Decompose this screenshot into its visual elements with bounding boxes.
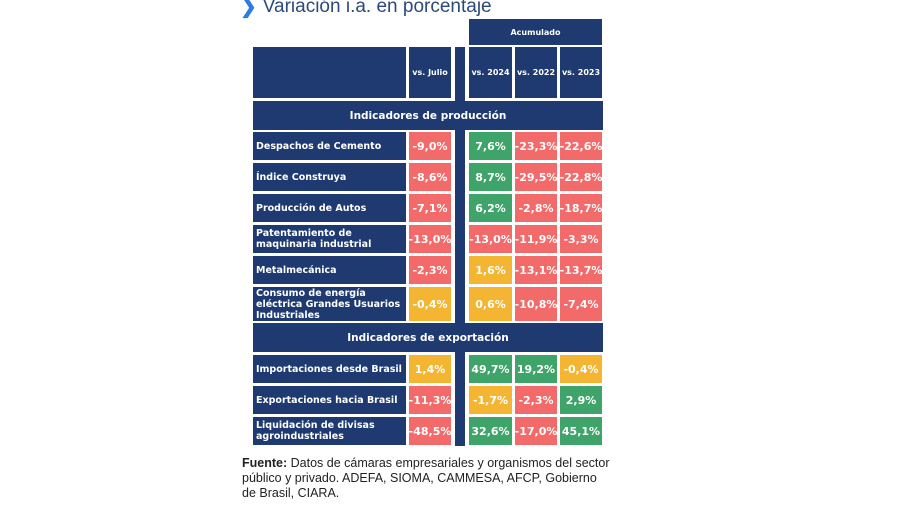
value-cell: 45,1% (560, 417, 602, 445)
value-cell: -13,0% (469, 225, 512, 253)
row-label: Despachos de Cemento (253, 132, 406, 160)
value-cell: -29,5% (515, 163, 557, 191)
source-label: Fuente: (242, 456, 288, 470)
value-cell: -1,7% (469, 386, 512, 414)
value-cell: -13,7% (560, 256, 602, 284)
row-label: Patentamiento de maquinaria industrial (253, 225, 406, 253)
value-cell: 8,7% (469, 163, 512, 191)
page-title: ❯ Variación i.a. en porcentaje (240, 0, 492, 19)
value-cell: -17,0% (515, 417, 557, 445)
header-col-1: vs. 2024 (469, 47, 512, 98)
value-cell: -2,8% (515, 194, 557, 222)
value-cell: -11,3% (409, 386, 451, 414)
value-cell: -13,1% (515, 256, 557, 284)
section-title: Indicadores de producción (253, 101, 603, 130)
value-cell: 1,4% (409, 355, 451, 383)
value-cell: -0,4% (560, 355, 602, 383)
title-text: Variación i.a. en porcentaje (262, 0, 492, 17)
row-label: Índice Construya (253, 163, 406, 191)
row-label: Liquidación de divisas agroindustriales (253, 417, 406, 445)
value-cell: -7,1% (409, 194, 451, 222)
value-cell: -23,3% (515, 132, 557, 160)
column-divider (455, 47, 465, 446)
value-cell: 32,6% (469, 417, 512, 445)
value-cell: -22,6% (560, 132, 602, 160)
value-cell: 49,7% (469, 355, 512, 383)
value-cell: -9,0% (409, 132, 451, 160)
chevron-right-icon: ❯ (240, 0, 257, 18)
row-label: Consumo de energía eléctrica Grandes Usu… (253, 287, 406, 321)
value-cell: 7,6% (469, 132, 512, 160)
row-label: Exportaciones hacia Brasil (253, 386, 406, 414)
header-col-2: vs. 2022 (515, 47, 557, 98)
header-col-0: vs. Julio (409, 47, 451, 98)
header-acumulado: Acumulado (469, 19, 602, 45)
value-cell: -7,4% (560, 287, 602, 321)
section-title: Indicadores de exportación (253, 323, 603, 352)
value-cell: 2,9% (560, 386, 602, 414)
value-cell: -2,3% (409, 256, 451, 284)
value-cell: 19,2% (515, 355, 557, 383)
value-cell: 0,6% (469, 287, 512, 321)
value-cell: -8,6% (409, 163, 451, 191)
row-label: Importaciones desde Brasil (253, 355, 406, 383)
source-text: Datos de cámaras empresariales y organis… (242, 456, 610, 500)
value-cell: 1,6% (469, 256, 512, 284)
value-cell: -18,7% (560, 194, 602, 222)
value-cell: -10,8% (515, 287, 557, 321)
value-cell: -13,0% (409, 225, 451, 253)
value-cell: -48,5% (409, 417, 451, 445)
row-label: Metalmecánica (253, 256, 406, 284)
header-col-3: vs. 2023 (560, 47, 602, 98)
value-cell: -11,9% (515, 225, 557, 253)
value-cell: 6,2% (469, 194, 512, 222)
value-cell: -0,4% (409, 287, 451, 321)
header-corner (253, 47, 406, 98)
source-note: Fuente: Datos de cámaras empresariales y… (242, 456, 612, 501)
value-cell: -3,3% (560, 225, 602, 253)
value-cell: -2,3% (515, 386, 557, 414)
value-cell: -22,8% (560, 163, 602, 191)
row-label: Producción de Autos (253, 194, 406, 222)
